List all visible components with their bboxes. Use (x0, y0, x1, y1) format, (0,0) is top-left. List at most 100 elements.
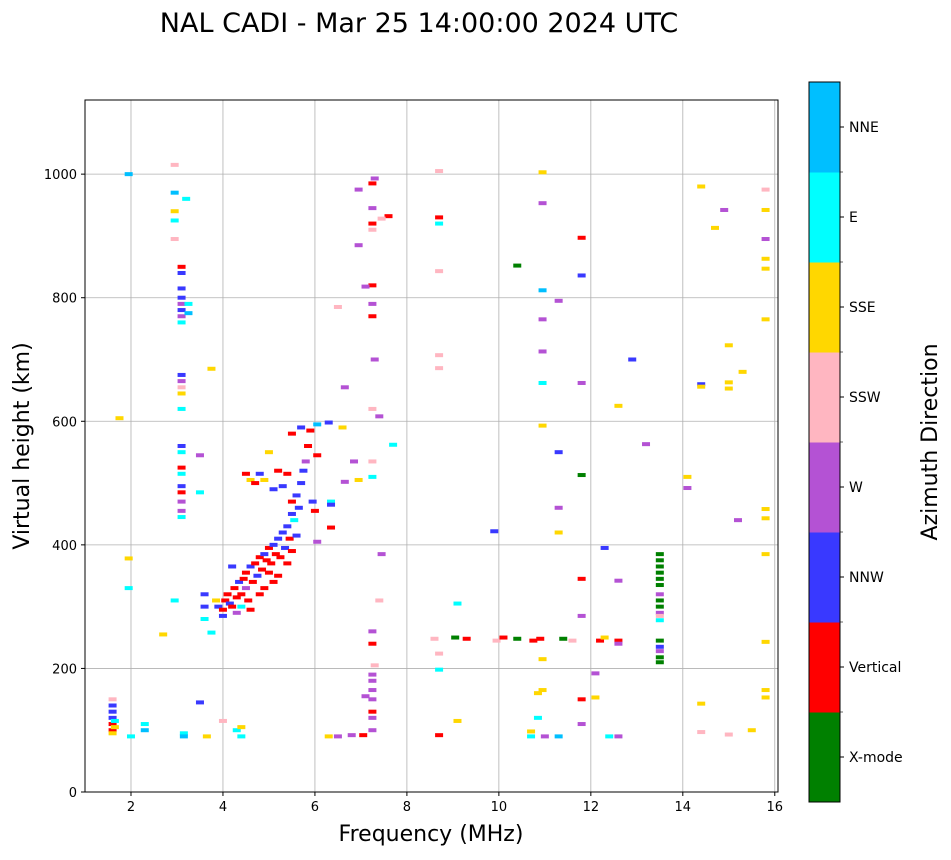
colorbar-tick-label: NNW (849, 570, 884, 586)
data-point-x-mode (513, 263, 522, 268)
colorbar-segment (809, 262, 840, 353)
data-point-w (368, 697, 377, 702)
colorbar-segment (809, 172, 840, 263)
data-point-nnw (177, 372, 186, 377)
data-point-nnw (274, 536, 283, 541)
colorbar-segment (809, 712, 840, 803)
data-point-vertical (306, 428, 315, 433)
x-tick-label: 2 (127, 800, 135, 815)
data-point-e (126, 734, 135, 739)
colorbar-segment (809, 622, 840, 713)
data-point-ssw (368, 406, 377, 411)
data-point-vertical (239, 576, 248, 581)
data-point-x-mode (559, 636, 568, 641)
data-point-nne (184, 311, 193, 316)
data-point-ssw (177, 385, 186, 390)
data-point-vertical (368, 283, 377, 288)
data-point-nnw (554, 450, 563, 455)
data-point-vertical (228, 604, 237, 609)
data-point-x-mode (451, 635, 460, 640)
data-point-w (350, 459, 359, 464)
x-axis-ticks: 2 4 6 8 10 12 14 16 (127, 792, 783, 815)
data-point-sse (747, 728, 756, 733)
data-point-sse (724, 343, 733, 348)
data-point-e (170, 598, 179, 603)
data-point-vertical (368, 221, 377, 226)
data-point-e (195, 490, 204, 495)
colorbar-frame (808, 81, 841, 803)
plot-frame (84, 99, 779, 793)
data-point-nnw (292, 493, 301, 498)
x-tick-label: 8 (403, 800, 411, 815)
colorbar-segment (809, 82, 840, 173)
data-point-ssw (435, 169, 444, 174)
data-point-sse (591, 695, 600, 700)
data-point-vertical (310, 508, 319, 513)
colorbar-tick-label: NNE (849, 120, 879, 136)
data-point-nnw (253, 573, 262, 578)
data-point-vertical (246, 607, 255, 612)
x-tick-label: 14 (675, 800, 692, 815)
colorbar-segment (809, 352, 840, 443)
data-point-nne (554, 734, 563, 739)
colorbar-tick-label: X-mode (849, 750, 903, 766)
data-point-sse (338, 425, 347, 430)
data-point-w (368, 715, 377, 720)
data-point-sse (738, 369, 747, 374)
data-point-sse (538, 170, 547, 175)
data-point-vertical (276, 555, 285, 560)
data-point-x-mode (655, 552, 664, 557)
y-axis-label: Virtual height (km) (10, 342, 35, 549)
data-point-nnw (655, 644, 664, 649)
data-point-sse (761, 552, 770, 557)
data-point-w (642, 442, 651, 447)
x-axis-label: Frequency (MHz) (339, 822, 524, 847)
data-point-w (538, 201, 547, 206)
data-point-nnw (177, 295, 186, 300)
data-point-nne (313, 422, 322, 427)
data-point-nne (140, 728, 149, 733)
data-point-vertical (577, 697, 586, 702)
data-point-nne (124, 172, 133, 177)
data-point-vertical (368, 314, 377, 319)
data-point-vertical (244, 598, 253, 603)
data-point-sse (761, 507, 770, 512)
data-point-w (368, 629, 377, 634)
data-point-vertical (258, 567, 267, 572)
data-point-ssw (368, 459, 377, 464)
data-point-sse (761, 256, 770, 261)
data-point-vertical (223, 592, 232, 597)
data-point-ssw (492, 638, 501, 643)
data-point-ssw (435, 269, 444, 274)
data-point-ssw (377, 216, 386, 221)
colorbar-tick-label: W (849, 480, 863, 496)
data-point-w (655, 592, 664, 597)
data-point-nnw (177, 484, 186, 489)
y-tick-label: 1000 (44, 168, 77, 183)
data-point-vertical (232, 595, 241, 600)
data-point-ssw (697, 730, 706, 735)
data-point-sse (600, 635, 609, 640)
data-point-w (177, 508, 186, 513)
data-point-e (605, 734, 614, 739)
data-point-sse (108, 731, 117, 736)
data-point-vertical (221, 598, 230, 603)
data-point-sse (697, 701, 706, 706)
data-point-w (370, 357, 379, 362)
data-point-e (290, 518, 299, 523)
data-point-sse (354, 477, 363, 482)
data-point-w (313, 539, 322, 544)
data-point-ssw (430, 636, 439, 641)
data-point-x-mode (577, 473, 586, 478)
data-point-nnw (269, 542, 278, 547)
data-point-nnw (200, 604, 209, 609)
data-point-w (361, 694, 370, 699)
data-point-vertical (274, 468, 283, 473)
data-point-sse (761, 207, 770, 212)
colorbar-tick-label: Vertical (849, 660, 901, 676)
data-point-sse (527, 729, 536, 734)
data-point-vertical (285, 536, 294, 541)
data-point-vertical (287, 431, 296, 436)
data-point-ssw (435, 353, 444, 358)
colorbar-segment (809, 442, 840, 533)
